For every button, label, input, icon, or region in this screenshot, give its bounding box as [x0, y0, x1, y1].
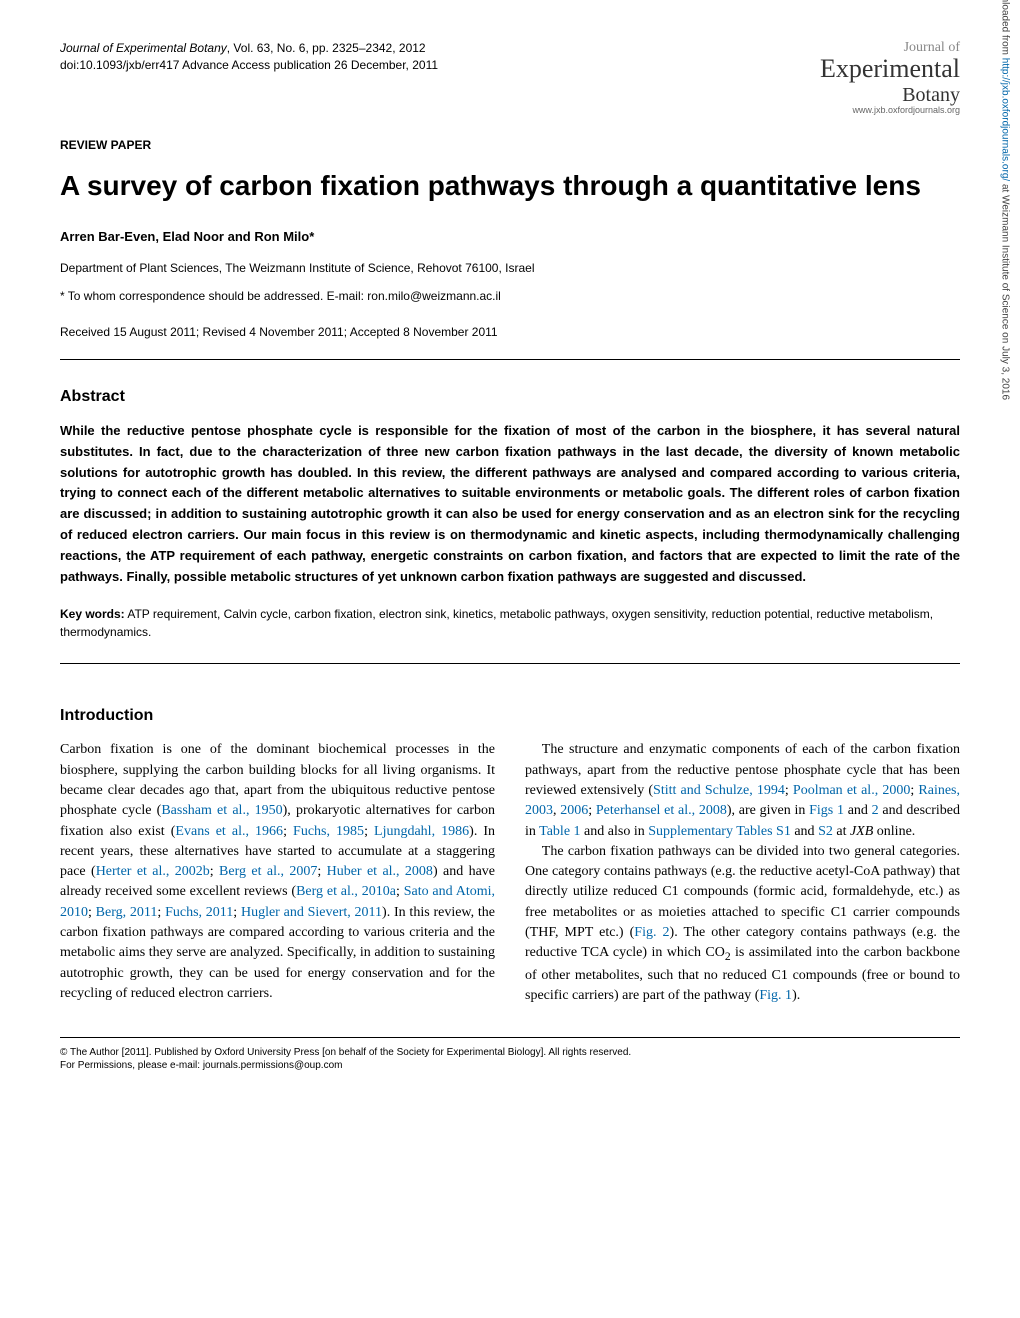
authors: Arren Bar-Even, Elad Noor and Ron Milo*: [60, 227, 960, 247]
doi-line: doi:10.1093/jxb/err417 Advance Access pu…: [60, 58, 438, 72]
intro-paragraph-2: The structure and enzymatic components o…: [525, 740, 960, 841]
citation-link[interactable]: Poolman et al., 2000: [793, 783, 910, 798]
dates: Received 15 August 2011; Revised 4 Novem…: [60, 323, 960, 360]
citation-link[interactable]: Berg et al., 2010a: [296, 884, 396, 899]
citation-link[interactable]: Berg et al., 2007: [219, 864, 317, 879]
download-link[interactable]: http://jxb.oxfordjournals.org/: [999, 58, 1010, 181]
footer: © The Author [2011]. Published by Oxford…: [60, 1037, 960, 1072]
citation-link[interactable]: Peterhansel et al., 2008: [596, 803, 727, 818]
intro-paragraph-3: The carbon fixation pathways can be divi…: [525, 842, 960, 1007]
keywords-text: ATP requirement, Calvin cycle, carbon fi…: [60, 607, 933, 639]
supplementary-ref[interactable]: Supplementary Tables S1: [648, 824, 791, 839]
logo-botany: Botany: [820, 84, 960, 106]
correspondence: * To whom correspondence should be addre…: [60, 287, 960, 305]
citation-link[interactable]: Evans et al., 1966: [175, 824, 283, 839]
introduction-heading: Introduction: [60, 704, 960, 728]
citation-link[interactable]: Berg, 2011: [96, 905, 158, 920]
intro-paragraph-1: Carbon fixation is one of the dominant b…: [60, 740, 495, 1004]
keywords: Key words: ATP requirement, Calvin cycle…: [60, 605, 960, 664]
logo-url: www.jxb.oxfordjournals.org: [820, 106, 960, 116]
citation-link[interactable]: Bassham et al., 1950: [161, 803, 282, 818]
permissions-line: For Permissions, please e-mail: journals…: [60, 1059, 960, 1072]
citation-link[interactable]: Herter et al., 2002b: [96, 864, 210, 879]
journal-citation: Journal of Experimental Botany, Vol. 63,…: [60, 40, 438, 74]
copyright-line: © The Author [2011]. Published by Oxford…: [60, 1046, 960, 1059]
journal-name: Journal of Experimental Botany: [60, 41, 227, 55]
article-type: REVIEW PAPER: [60, 136, 960, 154]
jxb-italic: JXB: [850, 824, 873, 839]
journal-logo: Journal of Experimental Botany www.jxb.o…: [820, 40, 960, 116]
figure-ref[interactable]: 2: [872, 803, 879, 818]
abstract-heading: Abstract: [60, 385, 960, 409]
affiliation: Department of Plant Sciences, The Weizma…: [60, 259, 960, 277]
figure-ref[interactable]: Fig. 1: [759, 988, 792, 1003]
citation-link[interactable]: Fuchs, 2011: [165, 905, 233, 920]
citation-link[interactable]: Stitt and Schulze, 1994: [653, 783, 785, 798]
introduction-body: Carbon fixation is one of the dominant b…: [60, 740, 960, 1006]
citation-link[interactable]: Hugler and Sievert, 2011: [241, 905, 382, 920]
abstract-body: While the reductive pentose phosphate cy…: [60, 421, 960, 587]
table-ref[interactable]: Table 1: [539, 824, 580, 839]
keywords-label: Key words:: [60, 607, 125, 621]
header-row: Journal of Experimental Botany, Vol. 63,…: [60, 40, 960, 116]
article-title: A survey of carbon fixation pathways thr…: [60, 169, 960, 203]
citation-link[interactable]: 2006: [560, 803, 588, 818]
figure-ref[interactable]: Fig. 2: [634, 925, 669, 940]
citation-link[interactable]: Ljungdahl, 1986: [374, 824, 469, 839]
supplementary-ref[interactable]: S2: [818, 824, 833, 839]
journal-issue: , Vol. 63, No. 6, pp. 2325–2342, 2012: [227, 41, 426, 55]
download-note: Downloaded from http://jxb.oxfordjournal…: [997, 0, 1012, 400]
figure-ref[interactable]: Figs 1: [809, 803, 844, 818]
citation-link[interactable]: Huber et al., 2008: [327, 864, 433, 879]
citation-link[interactable]: Fuchs, 1985: [293, 824, 364, 839]
logo-experimental: Experimental: [820, 55, 960, 84]
logo-journal-of: Journal of: [820, 40, 960, 55]
